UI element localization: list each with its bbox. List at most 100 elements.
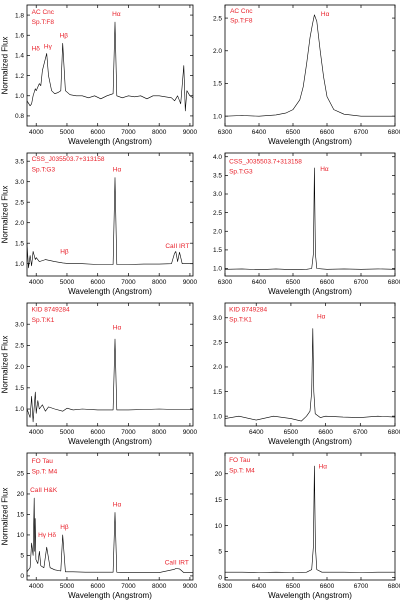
- x-tick-label: 6400: [252, 583, 267, 590]
- x-tick-label: 6700: [354, 583, 369, 590]
- y-tick-label: 1.8: [15, 12, 24, 19]
- y-tick-label: 1.0: [213, 413, 222, 420]
- annotation-label: Sp.T: M4: [229, 468, 255, 475]
- annotation-label: Hα: [113, 324, 122, 331]
- x-axis-label: Wavelength (Angstrom): [268, 437, 352, 446]
- y-tick-label: 2.5: [15, 343, 24, 350]
- x-axis-label: Wavelength (Angstrom): [268, 591, 352, 600]
- annotation-label: CSS_J035503.7+313158: [32, 156, 105, 163]
- annotation-label: AC Cnc: [230, 8, 253, 15]
- y-axis-label: Normalized Flux: [1, 186, 10, 244]
- x-axis-label: Wavelength (Angstrom): [268, 137, 352, 146]
- y-tick-label: 1.5: [213, 81, 222, 88]
- annotation-label: KID 8749284: [32, 306, 70, 313]
- spectrum-line: [224, 14, 395, 117]
- x-tick-label: 6500: [286, 583, 301, 590]
- annotation-label: CaII IRT: [165, 559, 189, 566]
- x-tick-label: 6300: [218, 279, 233, 286]
- x-tick-label: 4000: [29, 429, 44, 436]
- annotation-label: Sp.T:G3: [229, 169, 253, 176]
- y-tick-label: 2.5: [213, 340, 222, 347]
- annotation-label: KID 8749284: [229, 306, 267, 313]
- x-tick-label: 6400: [252, 279, 267, 286]
- x-tick-label: 4000: [29, 583, 44, 590]
- x-tick-label: 8000: [152, 129, 167, 136]
- x-tick-label: 4000: [29, 129, 44, 136]
- y-tick-label: 3.0: [213, 315, 222, 322]
- annotation-label: Hα: [113, 501, 122, 508]
- x-tick-label: 6000: [90, 583, 105, 590]
- x-axis-label: Wavelength (Angstrom): [68, 287, 152, 296]
- annotation-label: Sp.T:K1: [229, 317, 252, 324]
- y-axis-label: Normalized Flux: [1, 37, 10, 95]
- panel-p5: 4000 5000 6000 7000 8000 9000 1.0 1.5 2.0 2.5 3.0 W…: [1, 302, 198, 446]
- spectrum-line: [26, 338, 193, 423]
- annotation-label: Hβ: [60, 524, 69, 531]
- x-tick-label: 4000: [29, 279, 44, 286]
- panel-p1: 4000 5000 6000 7000 8000 9000 0.8 1.0 1.2 1.4 1.6 1…: [1, 4, 198, 146]
- x-tick-label: 5000: [60, 583, 75, 590]
- y-tick-label: 1.5: [15, 385, 24, 392]
- plot-frame: [26, 152, 194, 277]
- y-tick-label: 5: [218, 549, 222, 556]
- y-tick-label: 4.0: [213, 154, 222, 161]
- y-tick-label: 20: [17, 491, 25, 498]
- spectrum-line: [26, 497, 193, 573]
- annotation-label: CaII H&K: [30, 487, 58, 494]
- y-tick-label: 1.0: [213, 266, 222, 273]
- x-tick-label: 9000: [183, 583, 198, 590]
- y-tick-label: 5: [20, 553, 24, 560]
- y-tick-label: 15: [215, 497, 223, 504]
- annotation-label: AC Cnc: [32, 9, 55, 16]
- annotation-label: Hγ Hδ: [38, 532, 56, 539]
- y-tick-label: 1.5: [213, 247, 222, 254]
- annotation-label: Hβ: [60, 248, 69, 255]
- x-tick-label: 5000: [60, 279, 75, 286]
- spectrum-line: [224, 167, 396, 271]
- plot-frame: [26, 452, 194, 581]
- annotation-label: Hδ: [32, 45, 41, 52]
- y-tick-label: 3.5: [213, 173, 222, 180]
- plot-frame: [224, 452, 396, 581]
- x-tick-label: 6500: [286, 279, 301, 286]
- y-tick-label: 1.0: [213, 113, 222, 120]
- x-tick-label: 6700: [354, 279, 369, 286]
- annotation-label: Hα: [319, 464, 328, 471]
- x-tick-label: 6400: [249, 429, 264, 436]
- spectrum-line: [26, 21, 194, 112]
- y-tick-label: 0: [218, 575, 222, 582]
- x-tick-label: 6600: [320, 129, 335, 136]
- y-tick-label: 3.0: [15, 179, 24, 186]
- y-tick-label: 2.5: [15, 199, 24, 206]
- x-tick-label: 5000: [60, 429, 75, 436]
- y-tick-label: 1.0: [15, 261, 24, 268]
- y-tick-label: 3.0: [213, 191, 222, 198]
- spectrum-line: [26, 177, 193, 269]
- y-tick-label: 1.2: [15, 73, 24, 80]
- x-tick-label: 6600: [318, 429, 333, 436]
- x-tick-label: 9000: [183, 429, 198, 436]
- spectrum-line: [225, 465, 395, 573]
- x-tick-label: 9000: [183, 129, 198, 136]
- annotation-label: CSS_J035503.7+313158: [229, 158, 302, 165]
- x-tick-label: 6000: [90, 429, 105, 436]
- x-tick-label: 8000: [152, 583, 167, 590]
- y-tick-label: 2.0: [213, 48, 222, 55]
- annotation-label: FO Tau: [229, 457, 251, 464]
- panel-p3: 4000 5000 6000 7000 8000 9000 1.0 1.5 2.0 2.5 3.0 3…: [1, 152, 198, 296]
- x-tick-label: 5000: [60, 129, 75, 136]
- y-tick-label: 2.5: [213, 15, 222, 22]
- y-tick-label: 2.0: [213, 364, 222, 371]
- panel-p7: 4000 5000 6000 7000 8000 9000 0 5 10 15 20 25 Wavele…: [1, 452, 198, 600]
- x-tick-label: 8000: [152, 279, 167, 286]
- x-tick-label: 6500: [286, 129, 301, 136]
- x-axis-label: Wavelength (Angstrom): [68, 437, 152, 446]
- annotation-label: Hα: [112, 11, 121, 18]
- plot-frame: [224, 152, 396, 277]
- y-tick-label: 3.5: [15, 158, 24, 165]
